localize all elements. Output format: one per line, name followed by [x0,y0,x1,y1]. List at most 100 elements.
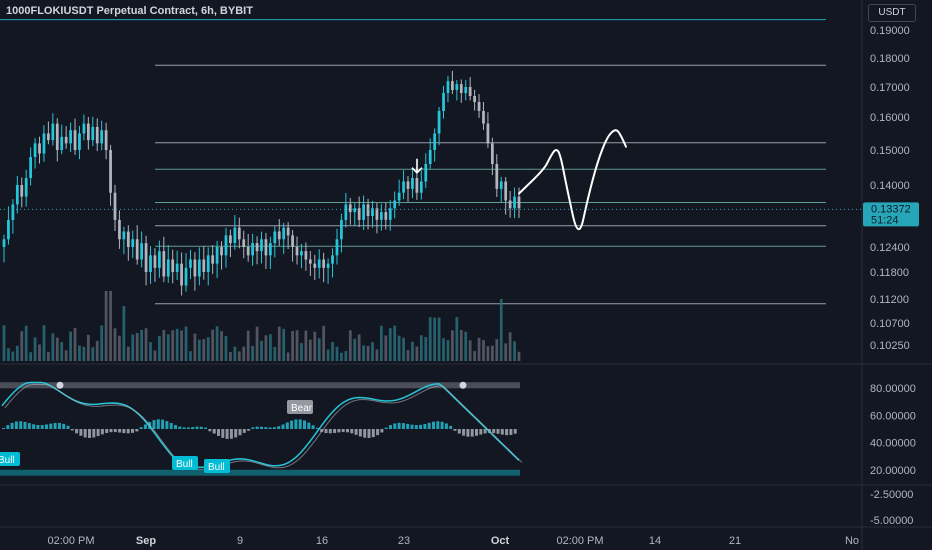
candle-body [109,150,112,193]
volume-bar [242,346,246,361]
candle-body [499,181,503,189]
projection-sketch [518,129,627,231]
volume-bar [442,338,445,361]
oscillator-histogram-bar [40,425,44,429]
candle-body [490,143,494,164]
oscillator-histogram-bar [324,429,328,434]
price-tick-label: 0.11200 [870,294,909,306]
volume-bar [335,346,339,361]
volume-bar [202,339,206,361]
candle-body [82,123,86,134]
candle-body [20,185,24,197]
oscillator-histogram-bar [470,429,474,437]
volume-bar [291,330,294,361]
oscillator-histogram-bar [462,429,466,436]
volume-bar [131,334,135,361]
volume-bar [122,306,126,361]
candle-body [126,231,130,247]
volume-bar [55,337,59,361]
volume-bar [95,340,99,361]
candle-body [424,164,428,182]
oscillator-histogram-bar [66,425,70,429]
candle-body [15,185,19,205]
candle-body [166,259,170,277]
volume-bar [82,346,86,361]
oscillator-histogram-bar [19,421,23,429]
oscillator-histogram-bar [122,429,126,434]
volume-bar [468,340,472,361]
oscillator-lower-band [0,469,520,476]
oscillator-histogram-bar [92,429,96,438]
candle-body [140,243,144,260]
oscillator-histogram-bar [367,429,371,438]
volume-bar [166,334,170,361]
volume-bar [362,345,365,361]
oscillator-histogram-bar [389,425,392,429]
oscillator-histogram-bar [53,422,57,429]
candle-body [295,247,299,256]
candle-body [273,231,277,244]
oscillator-histogram-bar [320,429,324,432]
oscillator-histogram-bar [505,429,509,436]
volume-bar [229,351,232,361]
oscillator-histogram-bar [466,429,470,437]
candle-body [366,204,370,216]
volume-bar [517,351,521,361]
volume-bar [464,331,468,361]
oscillator-histogram-bar [427,422,431,429]
candle-body [24,178,28,197]
oscillator-histogram-bar [358,429,362,437]
candle-body [100,130,104,144]
oscillator-histogram-bar [410,424,414,429]
candle-body [73,130,77,150]
volume-bar [388,328,392,361]
oscillator-histogram-bar [234,429,238,438]
oscillator-histogram-bar [393,423,397,429]
candle-body [326,263,330,268]
volume-bar [69,331,72,361]
bear-signal-text: Bear [291,403,313,414]
oscillator-histogram-bar [268,427,272,429]
oscillator-histogram-bar [195,426,199,429]
bull-signal-text: Bull [0,455,15,466]
candle-body [468,87,472,96]
oscillator-histogram-bar [255,426,259,429]
volume-bar [277,326,281,361]
candle-body [344,204,348,220]
candle-body [504,181,508,201]
candle-body [477,102,481,111]
oscillator-histogram-bar [32,424,36,429]
volume-bar [251,345,254,361]
oscillator-histogram-bar [6,425,10,429]
price-tick-label: 0.16000 [870,112,910,124]
volume-bar [273,346,277,361]
oscillator-histogram-bar [178,426,182,429]
candle-body [353,208,357,213]
volume-bar [486,346,490,361]
oscillator-histogram-bar [139,427,143,429]
currency-button[interactable]: USDT [868,4,916,22]
current-price-value: 0.13372 [871,203,911,215]
oscillator-histogram-bar [100,429,104,435]
volume-bar [357,334,361,361]
candle-body [193,259,197,277]
candle-body [388,208,392,220]
oscillator-histogram-bar [212,429,216,434]
oscillator-tick-label: -5.00000 [870,515,913,527]
candle-body [286,227,290,236]
oscillator-histogram-bar [496,429,500,434]
volume-bar [455,317,459,361]
volume-bar [313,331,317,361]
oscillator-histogram-bar [169,423,173,429]
time-tick-label: Sep [136,535,156,547]
oscillator-histogram-bar [406,423,410,429]
candle-body [224,235,228,256]
candle-body [122,231,126,240]
volume-bar [211,329,215,361]
candle-body [402,181,405,193]
bull-signal-text: Bull [208,462,225,473]
bull-signal-label [172,456,198,470]
volume-bar [149,342,152,361]
candle-body [255,243,259,252]
